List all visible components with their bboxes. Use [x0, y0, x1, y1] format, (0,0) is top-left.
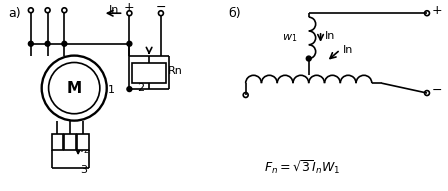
- Circle shape: [127, 87, 132, 91]
- Text: 2: 2: [137, 83, 144, 93]
- Text: $F_n = \sqrt{3}I_n W_1$: $F_n = \sqrt{3}I_n W_1$: [264, 158, 340, 176]
- Text: $I_2$: $I_2$: [80, 142, 90, 156]
- Circle shape: [45, 41, 50, 46]
- Bar: [52, 134, 63, 150]
- Text: −: −: [156, 1, 166, 14]
- Bar: [77, 134, 89, 150]
- Text: In: In: [343, 45, 353, 55]
- Bar: [132, 63, 166, 83]
- Circle shape: [62, 41, 67, 46]
- Text: In: In: [108, 5, 119, 15]
- Circle shape: [127, 41, 132, 46]
- Text: б): б): [228, 7, 241, 20]
- Text: +: +: [124, 1, 135, 14]
- Text: In: In: [324, 31, 335, 41]
- Circle shape: [28, 41, 33, 46]
- Text: 3: 3: [80, 165, 87, 175]
- Text: Rn: Rn: [168, 66, 183, 76]
- Text: M: M: [67, 81, 82, 96]
- Text: 1: 1: [108, 85, 115, 95]
- Text: −: −: [432, 84, 443, 97]
- Text: a): a): [8, 7, 21, 20]
- Text: +: +: [432, 4, 443, 17]
- Bar: [65, 134, 76, 150]
- Circle shape: [306, 56, 311, 61]
- Text: $w_1$: $w_1$: [282, 32, 297, 44]
